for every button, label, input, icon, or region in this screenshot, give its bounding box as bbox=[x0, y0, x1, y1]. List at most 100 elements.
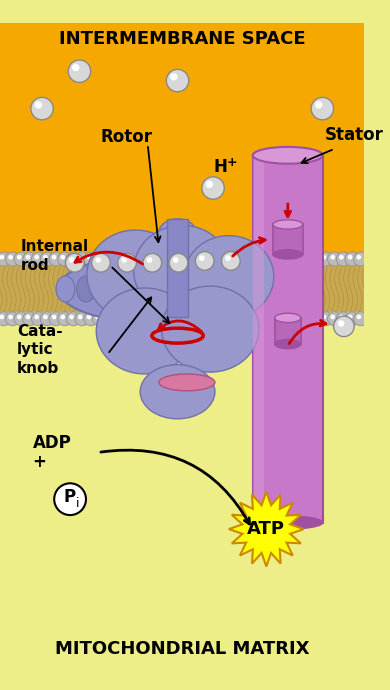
Circle shape bbox=[95, 257, 101, 263]
Ellipse shape bbox=[184, 236, 274, 318]
Circle shape bbox=[293, 312, 307, 326]
Ellipse shape bbox=[58, 255, 260, 324]
Circle shape bbox=[348, 255, 353, 259]
Circle shape bbox=[304, 315, 309, 319]
Circle shape bbox=[8, 315, 13, 319]
Circle shape bbox=[130, 255, 135, 259]
Circle shape bbox=[267, 312, 281, 326]
Circle shape bbox=[127, 312, 141, 326]
Circle shape bbox=[209, 315, 213, 319]
Circle shape bbox=[66, 312, 80, 326]
Circle shape bbox=[139, 255, 144, 259]
Circle shape bbox=[35, 101, 42, 108]
Circle shape bbox=[241, 252, 255, 266]
Circle shape bbox=[223, 312, 237, 326]
Circle shape bbox=[119, 252, 133, 266]
Circle shape bbox=[147, 257, 152, 263]
Ellipse shape bbox=[96, 288, 193, 374]
Circle shape bbox=[101, 312, 115, 326]
Circle shape bbox=[319, 252, 333, 266]
Ellipse shape bbox=[253, 147, 323, 164]
Circle shape bbox=[165, 255, 170, 259]
Bar bbox=[0, 266, 364, 313]
Circle shape bbox=[243, 315, 248, 319]
Text: ATP: ATP bbox=[247, 520, 285, 538]
Circle shape bbox=[26, 315, 30, 319]
Circle shape bbox=[252, 255, 257, 259]
Ellipse shape bbox=[56, 276, 75, 302]
Circle shape bbox=[52, 315, 57, 319]
Circle shape bbox=[206, 312, 220, 326]
Circle shape bbox=[147, 255, 152, 259]
Circle shape bbox=[200, 255, 204, 259]
Circle shape bbox=[69, 257, 75, 263]
Circle shape bbox=[171, 252, 185, 266]
Circle shape bbox=[223, 252, 237, 266]
Circle shape bbox=[66, 252, 80, 266]
Ellipse shape bbox=[76, 276, 95, 302]
Circle shape bbox=[69, 255, 74, 259]
Ellipse shape bbox=[253, 516, 323, 529]
Circle shape bbox=[49, 312, 63, 326]
Circle shape bbox=[101, 252, 115, 266]
Circle shape bbox=[191, 315, 196, 319]
Circle shape bbox=[17, 315, 21, 319]
Circle shape bbox=[278, 315, 283, 319]
Circle shape bbox=[215, 252, 229, 266]
Bar bbox=[275, 318, 301, 344]
Text: P: P bbox=[63, 489, 75, 506]
Circle shape bbox=[49, 252, 63, 266]
Ellipse shape bbox=[159, 276, 177, 302]
Circle shape bbox=[17, 255, 21, 259]
Circle shape bbox=[267, 252, 281, 266]
Circle shape bbox=[139, 315, 144, 319]
Circle shape bbox=[206, 252, 220, 266]
Circle shape bbox=[121, 255, 126, 259]
Circle shape bbox=[72, 63, 80, 71]
Circle shape bbox=[58, 252, 72, 266]
Circle shape bbox=[217, 315, 222, 319]
Circle shape bbox=[95, 255, 100, 259]
Circle shape bbox=[338, 320, 344, 327]
Circle shape bbox=[31, 97, 53, 120]
Circle shape bbox=[78, 255, 83, 259]
Circle shape bbox=[121, 257, 127, 263]
Circle shape bbox=[23, 252, 37, 266]
Bar bbox=[273, 224, 303, 255]
Circle shape bbox=[119, 312, 133, 326]
Circle shape bbox=[199, 255, 205, 261]
Circle shape bbox=[0, 312, 11, 326]
Ellipse shape bbox=[273, 250, 303, 259]
Circle shape bbox=[287, 315, 291, 319]
Circle shape bbox=[313, 315, 317, 319]
Circle shape bbox=[84, 312, 98, 326]
Circle shape bbox=[333, 316, 354, 337]
Circle shape bbox=[166, 69, 189, 92]
Circle shape bbox=[165, 315, 170, 319]
Circle shape bbox=[339, 315, 344, 319]
Circle shape bbox=[170, 73, 177, 81]
Circle shape bbox=[26, 255, 30, 259]
Ellipse shape bbox=[159, 374, 215, 391]
Circle shape bbox=[328, 312, 342, 326]
Polygon shape bbox=[229, 492, 304, 566]
Ellipse shape bbox=[220, 276, 239, 302]
Circle shape bbox=[145, 312, 159, 326]
Circle shape bbox=[354, 312, 368, 326]
Circle shape bbox=[345, 252, 359, 266]
Circle shape bbox=[118, 253, 136, 272]
Circle shape bbox=[249, 312, 263, 326]
Bar bbox=[0, 279, 364, 667]
Circle shape bbox=[322, 315, 326, 319]
Circle shape bbox=[235, 255, 239, 259]
Circle shape bbox=[232, 312, 246, 326]
Circle shape bbox=[179, 312, 193, 326]
Circle shape bbox=[104, 255, 109, 259]
Circle shape bbox=[241, 312, 255, 326]
Circle shape bbox=[197, 312, 211, 326]
Text: H: H bbox=[213, 159, 227, 177]
Circle shape bbox=[354, 252, 368, 266]
Circle shape bbox=[8, 255, 13, 259]
Circle shape bbox=[153, 252, 167, 266]
Circle shape bbox=[222, 252, 240, 270]
